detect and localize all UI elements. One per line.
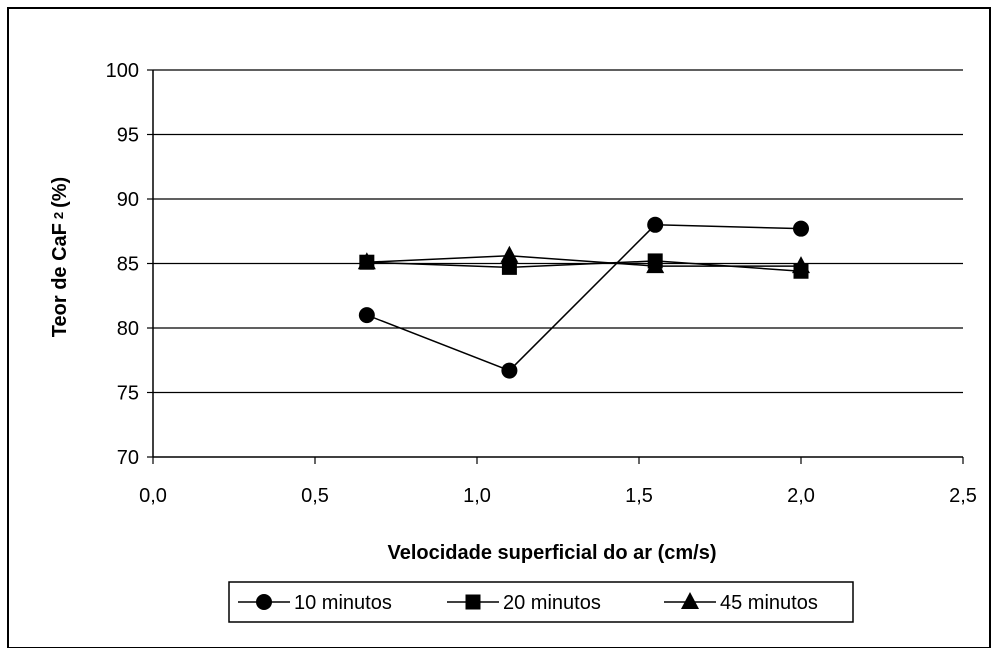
legend-entry: 45 minutos — [664, 592, 818, 614]
x-tick-label: 0,5 — [301, 485, 329, 507]
y-axis-title-main: Teor de CaF — [49, 223, 71, 337]
x-tick-label: 0,0 — [139, 485, 167, 507]
grid-lines — [153, 69, 963, 394]
y-axis-title-subscript: 2 — [51, 212, 66, 219]
legend-marker — [256, 594, 272, 610]
legend-marker — [465, 594, 481, 610]
legend-entry: 20 minutos — [447, 592, 601, 614]
x-tick-label: 1,0 — [463, 485, 491, 507]
series-3 — [357, 245, 810, 274]
y-tick-label: 75 — [117, 383, 139, 405]
x-tick-labels: 0,0 0,5 1,0 1,5 2,0 2,5 — [139, 485, 977, 507]
data-point — [793, 220, 809, 237]
data-point — [647, 216, 664, 233]
data-point — [357, 252, 376, 270]
y-axis-title: Teor de CaF 2 (%) — [49, 177, 71, 337]
legend-marker — [681, 592, 699, 609]
data-point — [358, 307, 375, 324]
series-1 — [358, 216, 809, 379]
legend-label: 20 minutos — [503, 592, 601, 614]
legend-box — [228, 581, 854, 623]
y-tick-label: 70 — [117, 447, 139, 469]
data-point — [500, 245, 519, 263]
y-tick-label: 95 — [117, 125, 139, 147]
data-point — [646, 256, 665, 274]
y-axis-title-unit: (%) — [49, 177, 71, 208]
y-tick-label: 100 — [106, 60, 139, 82]
x-axis-title: Velocidade superficial do ar (cm/s) — [387, 542, 716, 564]
legend-label: 10 minutos — [294, 592, 392, 614]
axes — [147, 69, 964, 464]
data-series — [357, 216, 810, 379]
data-point — [501, 259, 517, 275]
data-point — [501, 362, 518, 379]
data-point — [792, 256, 810, 274]
x-tick-label: 2,5 — [949, 485, 977, 507]
x-tick-label: 1,5 — [625, 485, 653, 507]
y-tick-label: 80 — [117, 318, 139, 340]
legend-entry: 10 minutos — [238, 592, 392, 614]
series-line — [366, 255, 801, 267]
y-tick-labels: 70 75 80 85 90 95 100 — [106, 60, 139, 469]
y-tick-label: 90 — [117, 189, 139, 211]
legend-label: 45 minutos — [720, 592, 818, 614]
y-tick-label: 85 — [117, 254, 139, 276]
x-tick-label: 2,0 — [787, 485, 815, 507]
legend: 10 minutos 20 minutos 45 minutos — [228, 581, 854, 623]
series-line — [366, 224, 802, 372]
